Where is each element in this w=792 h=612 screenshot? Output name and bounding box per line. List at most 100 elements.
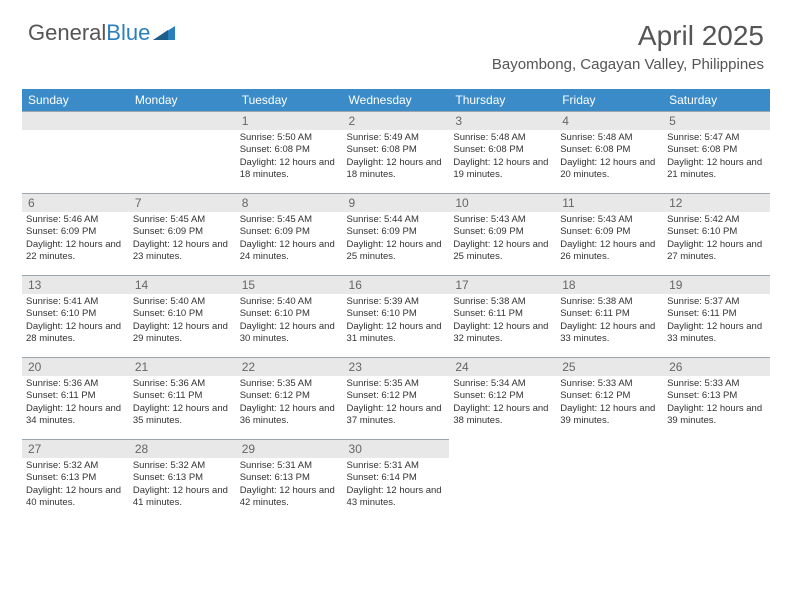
day-header: Wednesday	[343, 89, 450, 111]
sunset-text: Sunset: 6:09 PM	[133, 226, 232, 238]
sunset-text: Sunset: 6:08 PM	[560, 144, 659, 156]
sunset-text: Sunset: 6:11 PM	[453, 308, 552, 320]
calendar-cell	[556, 439, 663, 521]
sunrise-text: Sunrise: 5:38 AM	[453, 296, 552, 308]
calendar-cell: 16Sunrise: 5:39 AMSunset: 6:10 PMDayligh…	[343, 275, 450, 357]
day-number: 2	[343, 111, 450, 130]
daylight-text: Daylight: 12 hours and 26 minutes.	[560, 239, 659, 264]
calendar-row: 27Sunrise: 5:32 AMSunset: 6:13 PMDayligh…	[22, 439, 770, 521]
calendar-cell: 1Sunrise: 5:50 AMSunset: 6:08 PMDaylight…	[236, 111, 343, 193]
day-number: 24	[449, 357, 556, 376]
cell-content: Sunrise: 5:35 AMSunset: 6:12 PMDaylight:…	[343, 376, 450, 427]
cell-content: Sunrise: 5:47 AMSunset: 6:08 PMDaylight:…	[663, 130, 770, 181]
day-number: 7	[129, 193, 236, 212]
cell-content: Sunrise: 5:46 AMSunset: 6:09 PMDaylight:…	[22, 212, 129, 263]
day-number: 23	[343, 357, 450, 376]
sunrise-text: Sunrise: 5:39 AM	[347, 296, 446, 308]
day-number: 14	[129, 275, 236, 294]
day-number: 10	[449, 193, 556, 212]
sunrise-text: Sunrise: 5:46 AM	[26, 214, 125, 226]
daylight-text: Daylight: 12 hours and 27 minutes.	[667, 239, 766, 264]
sunset-text: Sunset: 6:12 PM	[240, 390, 339, 402]
sunrise-text: Sunrise: 5:40 AM	[240, 296, 339, 308]
daylight-text: Daylight: 12 hours and 37 minutes.	[347, 403, 446, 428]
calendar-cell: 14Sunrise: 5:40 AMSunset: 6:10 PMDayligh…	[129, 275, 236, 357]
cell-content: Sunrise: 5:38 AMSunset: 6:11 PMDaylight:…	[449, 294, 556, 345]
daylight-text: Daylight: 12 hours and 41 minutes.	[133, 485, 232, 510]
calendar-cell: 20Sunrise: 5:36 AMSunset: 6:11 PMDayligh…	[22, 357, 129, 439]
cell-content: Sunrise: 5:35 AMSunset: 6:12 PMDaylight:…	[236, 376, 343, 427]
calendar-cell: 28Sunrise: 5:32 AMSunset: 6:13 PMDayligh…	[129, 439, 236, 521]
calendar-cell: 25Sunrise: 5:33 AMSunset: 6:12 PMDayligh…	[556, 357, 663, 439]
day-number: 18	[556, 275, 663, 294]
day-number: 13	[22, 275, 129, 294]
day-number: 12	[663, 193, 770, 212]
day-number: 25	[556, 357, 663, 376]
calendar-cell: 26Sunrise: 5:33 AMSunset: 6:13 PMDayligh…	[663, 357, 770, 439]
sunset-text: Sunset: 6:12 PM	[347, 390, 446, 402]
daylight-text: Daylight: 12 hours and 34 minutes.	[26, 403, 125, 428]
sunrise-text: Sunrise: 5:36 AM	[133, 378, 232, 390]
calendar-cell: 27Sunrise: 5:32 AMSunset: 6:13 PMDayligh…	[22, 439, 129, 521]
sunset-text: Sunset: 6:10 PM	[667, 226, 766, 238]
sunrise-text: Sunrise: 5:35 AM	[240, 378, 339, 390]
sunset-text: Sunset: 6:10 PM	[240, 308, 339, 320]
daylight-text: Daylight: 12 hours and 33 minutes.	[667, 321, 766, 346]
cell-content: Sunrise: 5:31 AMSunset: 6:14 PMDaylight:…	[343, 458, 450, 509]
month-title: April 2025	[492, 20, 764, 52]
sunrise-text: Sunrise: 5:45 AM	[133, 214, 232, 226]
calendar-cell: 23Sunrise: 5:35 AMSunset: 6:12 PMDayligh…	[343, 357, 450, 439]
day-number: 4	[556, 111, 663, 130]
calendar-cell: 6Sunrise: 5:46 AMSunset: 6:09 PMDaylight…	[22, 193, 129, 275]
empty-day-number	[129, 111, 236, 130]
sunset-text: Sunset: 6:10 PM	[347, 308, 446, 320]
cell-content: Sunrise: 5:42 AMSunset: 6:10 PMDaylight:…	[663, 212, 770, 263]
sunset-text: Sunset: 6:13 PM	[240, 472, 339, 484]
cell-content: Sunrise: 5:45 AMSunset: 6:09 PMDaylight:…	[129, 212, 236, 263]
cell-content: Sunrise: 5:39 AMSunset: 6:10 PMDaylight:…	[343, 294, 450, 345]
cell-content: Sunrise: 5:48 AMSunset: 6:08 PMDaylight:…	[449, 130, 556, 181]
sunrise-text: Sunrise: 5:33 AM	[667, 378, 766, 390]
day-number: 11	[556, 193, 663, 212]
daylight-text: Daylight: 12 hours and 22 minutes.	[26, 239, 125, 264]
day-number: 3	[449, 111, 556, 130]
calendar-cell: 15Sunrise: 5:40 AMSunset: 6:10 PMDayligh…	[236, 275, 343, 357]
daylight-text: Daylight: 12 hours and 18 minutes.	[240, 157, 339, 182]
day-number: 27	[22, 439, 129, 458]
day-number: 8	[236, 193, 343, 212]
empty-day-number	[22, 111, 129, 130]
day-number: 26	[663, 357, 770, 376]
sunset-text: Sunset: 6:11 PM	[560, 308, 659, 320]
cell-content: Sunrise: 5:43 AMSunset: 6:09 PMDaylight:…	[449, 212, 556, 263]
sunset-text: Sunset: 6:09 PM	[560, 226, 659, 238]
day-number: 28	[129, 439, 236, 458]
day-number: 20	[22, 357, 129, 376]
sunrise-text: Sunrise: 5:41 AM	[26, 296, 125, 308]
cell-content: Sunrise: 5:43 AMSunset: 6:09 PMDaylight:…	[556, 212, 663, 263]
calendar-cell: 30Sunrise: 5:31 AMSunset: 6:14 PMDayligh…	[343, 439, 450, 521]
sunrise-text: Sunrise: 5:40 AM	[133, 296, 232, 308]
logo-text-2: Blue	[106, 20, 150, 46]
day-number: 9	[343, 193, 450, 212]
cell-content: Sunrise: 5:37 AMSunset: 6:11 PMDaylight:…	[663, 294, 770, 345]
daylight-text: Daylight: 12 hours and 24 minutes.	[240, 239, 339, 264]
day-number: 30	[343, 439, 450, 458]
day-number: 22	[236, 357, 343, 376]
sunset-text: Sunset: 6:08 PM	[453, 144, 552, 156]
day-number: 19	[663, 275, 770, 294]
sunrise-text: Sunrise: 5:44 AM	[347, 214, 446, 226]
sunset-text: Sunset: 6:09 PM	[347, 226, 446, 238]
sunrise-text: Sunrise: 5:31 AM	[240, 460, 339, 472]
daylight-text: Daylight: 12 hours and 25 minutes.	[347, 239, 446, 264]
sunset-text: Sunset: 6:14 PM	[347, 472, 446, 484]
cell-content: Sunrise: 5:45 AMSunset: 6:09 PMDaylight:…	[236, 212, 343, 263]
daylight-text: Daylight: 12 hours and 39 minutes.	[560, 403, 659, 428]
sunrise-text: Sunrise: 5:50 AM	[240, 132, 339, 144]
day-number: 1	[236, 111, 343, 130]
sunrise-text: Sunrise: 5:42 AM	[667, 214, 766, 226]
cell-content: Sunrise: 5:33 AMSunset: 6:13 PMDaylight:…	[663, 376, 770, 427]
sunset-text: Sunset: 6:11 PM	[667, 308, 766, 320]
sunrise-text: Sunrise: 5:48 AM	[560, 132, 659, 144]
day-header: Monday	[129, 89, 236, 111]
sunrise-text: Sunrise: 5:49 AM	[347, 132, 446, 144]
